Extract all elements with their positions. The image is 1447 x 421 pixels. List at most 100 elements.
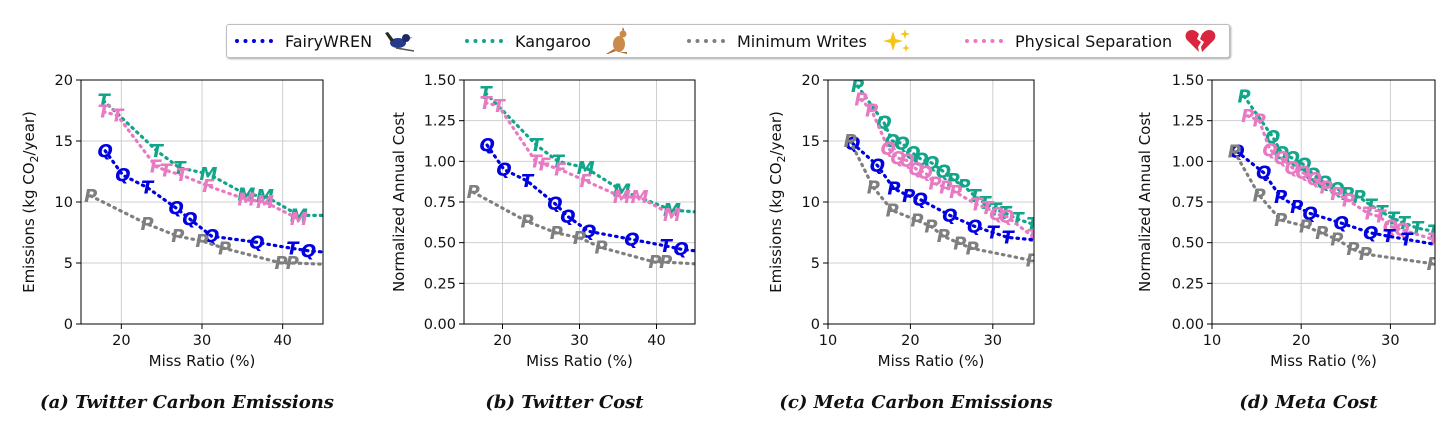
y-tick-label: 15 bbox=[55, 134, 73, 150]
series-line-kangaroo bbox=[856, 84, 1034, 226]
data-point-fairywren: Q bbox=[1334, 213, 1349, 234]
data-point-physical-separation: T bbox=[981, 198, 995, 219]
data-point-minimum-writes: P bbox=[550, 223, 563, 244]
legend-line-minimum-writes bbox=[687, 39, 725, 43]
legend-line-physical-separation bbox=[965, 39, 1003, 43]
data-point-physical-separation: T bbox=[970, 194, 984, 215]
data-point-minimum-writes: P bbox=[195, 231, 208, 252]
data-point-physical-separation: F bbox=[554, 159, 567, 180]
data-point-minimum-writes: P bbox=[910, 210, 923, 231]
data-point-fairywren: Q bbox=[479, 135, 494, 156]
x-axis-label: Miss Ratio (%) bbox=[1270, 352, 1377, 370]
data-point-minimum-writes: P bbox=[1274, 210, 1287, 231]
data-point-physical-separation: Q bbox=[880, 138, 895, 159]
x-tick-label: 30 bbox=[193, 333, 211, 349]
data-point-minimum-writes: P bbox=[648, 252, 661, 273]
data-point-kangaroo: T bbox=[1365, 195, 1379, 216]
data-point-kangaroo: P bbox=[947, 170, 960, 191]
broken-heart-icon bbox=[1185, 30, 1216, 52]
series-line-kangaroo bbox=[1242, 94, 1435, 233]
data-point-kangaroo: T bbox=[1427, 221, 1441, 242]
x-tick-label: 20 bbox=[1292, 333, 1310, 349]
data-point-fairywren: Q bbox=[115, 165, 130, 186]
legend-item-fairywren: FairyWREN bbox=[235, 25, 418, 57]
legend-item-kangaroo: Kangaroo bbox=[465, 25, 637, 57]
data-point-minimum-writes: P bbox=[1299, 216, 1312, 237]
data-point-kangaroo: Q bbox=[936, 162, 951, 183]
data-point-physical-separation: P bbox=[1342, 190, 1355, 211]
data-point-fairywren: Q bbox=[204, 226, 219, 247]
data-point-fairywren: Q bbox=[1302, 203, 1317, 224]
data-point-physical-separation: F bbox=[150, 157, 163, 178]
data-point-minimum-writes: P bbox=[141, 214, 154, 235]
data-point-fairywren: Q bbox=[182, 209, 197, 230]
data-point-physical-separation: T bbox=[479, 93, 493, 114]
data-point-physical-separation: Q bbox=[1262, 140, 1277, 161]
data-point-fairywren: Q bbox=[942, 205, 957, 226]
data-point-fairywren: P bbox=[887, 179, 900, 200]
data-point-kangaroo: P bbox=[957, 176, 970, 197]
data-point-fairywren: Q bbox=[870, 155, 885, 176]
data-point-physical-separation: Q bbox=[989, 204, 1004, 225]
x-axis-label: Miss Ratio (%) bbox=[878, 352, 985, 370]
data-point-fairywren: Q bbox=[98, 141, 113, 162]
data-point-fairywren: T bbox=[521, 171, 535, 192]
data-point-fairywren: Q bbox=[845, 133, 860, 154]
data-point-kangaroo: P bbox=[1353, 187, 1366, 208]
x-tick-label: 20 bbox=[112, 333, 130, 349]
data-point-physical-separation: T bbox=[1026, 226, 1040, 247]
x-tick-label: 40 bbox=[273, 333, 291, 349]
data-point-physical-separation: Q bbox=[890, 148, 905, 169]
data-point-kangaroo: T bbox=[1026, 214, 1040, 235]
data-point-kangaroo: Q bbox=[1274, 143, 1289, 164]
data-point-kangaroo: T bbox=[1387, 208, 1401, 229]
data-point-physical-separation: M bbox=[631, 187, 649, 208]
data-point-minimum-writes: P bbox=[966, 238, 979, 259]
data-point-minimum-writes: P bbox=[886, 201, 899, 222]
data-point-kangaroo: T bbox=[151, 141, 165, 162]
data-point-physical-separation: Q bbox=[918, 163, 933, 184]
data-point-kangaroo: T bbox=[1375, 202, 1389, 223]
series-line-minimum-writes bbox=[89, 194, 323, 266]
y-tick-label: 0.25 bbox=[1172, 276, 1204, 292]
sparkles-icon bbox=[882, 29, 910, 52]
data-point-fairywren: Q bbox=[496, 159, 511, 180]
y-tick-label: 15 bbox=[802, 134, 820, 150]
data-point-fairywren: T bbox=[660, 236, 674, 257]
legend: FairyWREN Kangaroo Minimum Writes bbox=[226, 24, 1230, 58]
data-point-minimum-writes: P bbox=[171, 226, 184, 247]
x-tick-label: 30 bbox=[1381, 333, 1399, 349]
data-point-fairywren: Q bbox=[249, 232, 264, 253]
series-line-minimum-writes bbox=[848, 139, 1034, 263]
data-point-physical-separation: P bbox=[1253, 111, 1266, 132]
y-tick-label: 10 bbox=[55, 195, 73, 211]
y-tick-label: 0.25 bbox=[424, 276, 456, 292]
y-axis-label: Emissions (kg CO2/year) bbox=[767, 111, 788, 293]
data-point-physical-separation: Q bbox=[1285, 158, 1300, 179]
data-point-minimum-writes: P bbox=[84, 186, 97, 207]
data-point-minimum-writes: P bbox=[274, 253, 287, 274]
legend-line-fairywren bbox=[235, 39, 273, 43]
data-point-minimum-writes: P bbox=[286, 253, 299, 274]
x-tick-label: 10 bbox=[819, 333, 837, 349]
data-point-minimum-writes: P bbox=[573, 228, 586, 249]
data-point-fairywren: Q bbox=[1256, 163, 1271, 184]
data-point-physical-separation: T bbox=[160, 160, 174, 181]
series-line-fairywren bbox=[851, 141, 1034, 242]
data-point-physical-separation: T bbox=[1427, 229, 1441, 250]
data-point-kangaroo: T bbox=[1011, 209, 1025, 230]
y-tick-label: 1.50 bbox=[1172, 73, 1204, 89]
data-point-minimum-writes: P bbox=[1026, 251, 1039, 272]
chart-caption: (c) Meta Carbon Emissions bbox=[779, 392, 1052, 413]
data-point-kangaroo: T bbox=[530, 135, 544, 156]
data-point-kangaroo: M bbox=[199, 164, 217, 185]
data-point-physical-separation: P bbox=[1241, 106, 1254, 127]
data-point-fairywren: Q bbox=[673, 239, 688, 260]
data-point-physical-separation: Q bbox=[999, 207, 1014, 228]
data-point-minimum-writes: P bbox=[1359, 244, 1372, 265]
data-point-physical-separation: P bbox=[1320, 177, 1333, 198]
